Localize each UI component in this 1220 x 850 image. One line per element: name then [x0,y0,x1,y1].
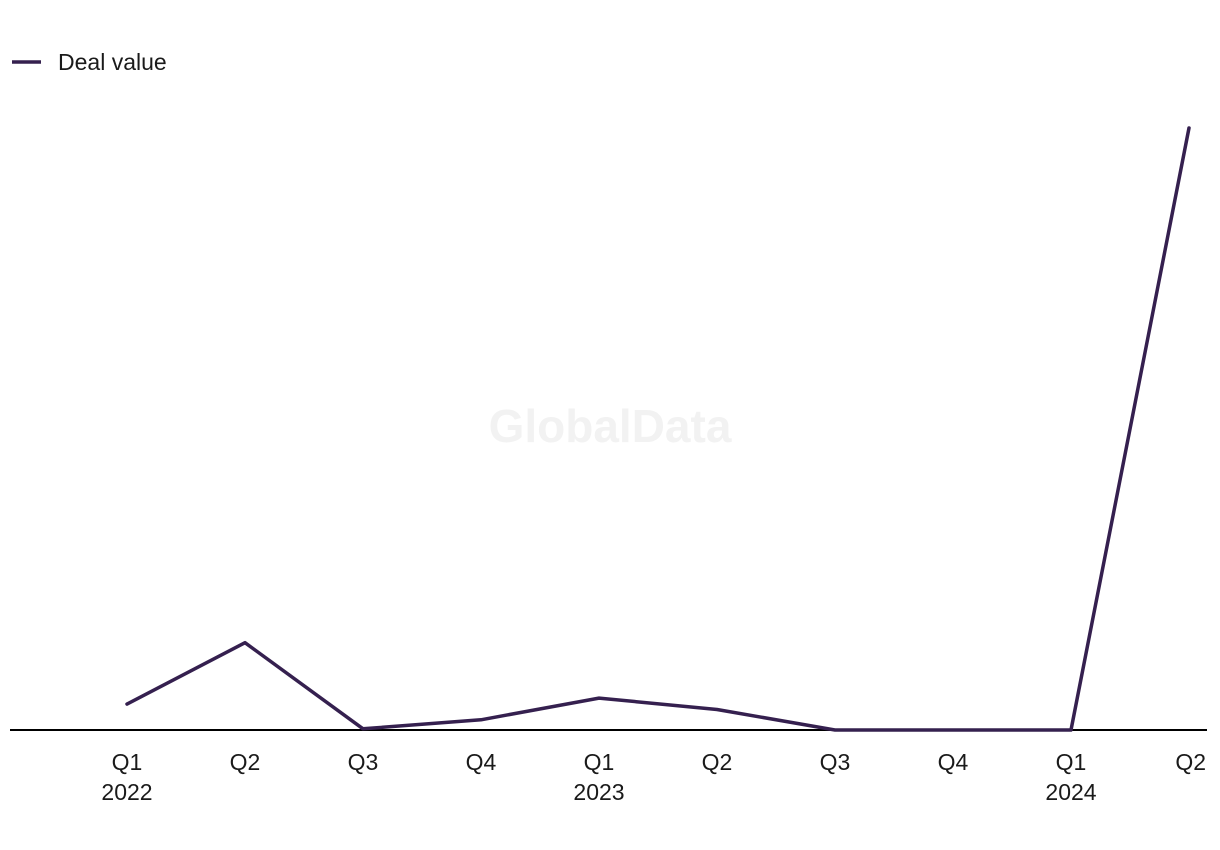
x-tick-label: Q2 [702,749,733,775]
x-tick-year-label: 2024 [1045,779,1096,805]
x-tick-label: Q3 [820,749,851,775]
x-tick-label: Q3 [348,749,379,775]
x-tick-label: Q1 [584,749,615,775]
x-tick-label: Q4 [938,749,969,775]
watermark: GlobalData [489,400,732,452]
x-axis-tick-labels: Q1 2022 Q2 Q3 Q4 Q1 2023 Q2 Q3 Q4 Q1 2024 Q2 [101,749,1206,805]
x-tick-label: Q1 [1056,749,1087,775]
x-tick-year-label: 2023 [573,779,624,805]
legend-label-deal-value: Deal value [58,49,167,75]
x-tick-year-label: 2022 [101,779,152,805]
x-tick-label: Q2 [230,749,261,775]
series-line-deal-value [125,126,1191,732]
x-tick-label: Q2 [1175,749,1206,775]
legend: Deal value [12,49,167,75]
x-tick-label: Q4 [466,749,497,775]
x-tick-label: Q1 [112,749,143,775]
